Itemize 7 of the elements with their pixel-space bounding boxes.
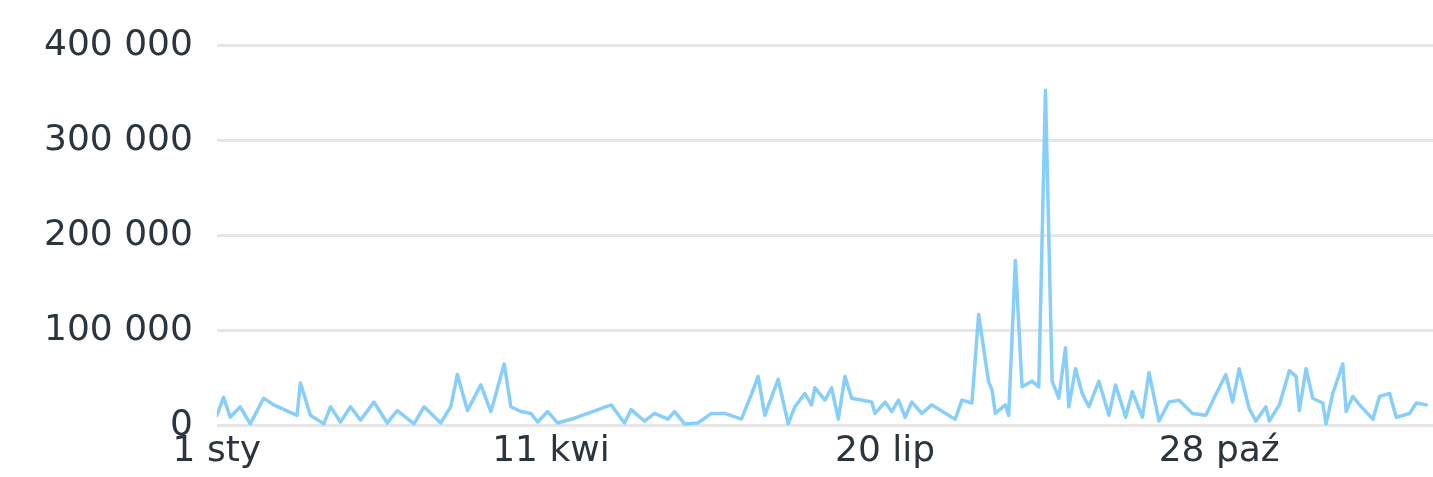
x-tick-label: 28 paź bbox=[1158, 427, 1280, 469]
y-tick-label: 200 000 bbox=[43, 212, 193, 254]
y-tick-label: 300 000 bbox=[43, 117, 193, 159]
x-tick-label: 20 lip bbox=[835, 427, 936, 469]
x-tick-label: 11 kwi bbox=[492, 427, 610, 469]
y-tick-label: 100 000 bbox=[43, 307, 193, 349]
y-tick-label: 400 000 bbox=[43, 21, 193, 63]
